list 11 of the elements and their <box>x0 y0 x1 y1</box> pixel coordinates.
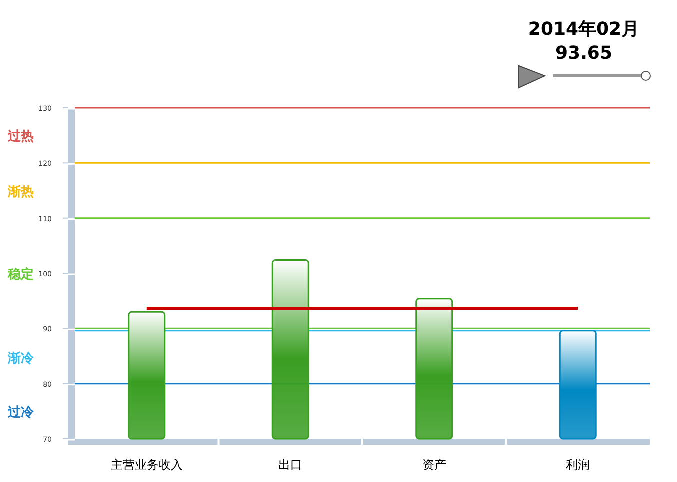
text: 稳定 <box>7 266 34 282</box>
x-tick-label: 出口 <box>278 458 303 472</box>
x-tick-label: 资产 <box>422 458 446 472</box>
text: 过热 <box>7 130 34 145</box>
chart-subtitle: 93.65 <box>556 43 612 64</box>
text: 渐热 <box>7 184 34 200</box>
text: 渐冷 <box>7 351 35 366</box>
x-tick-label: 主营业务收入 <box>110 458 183 472</box>
chart-title: 2014年02月 <box>528 19 640 40</box>
text: 过冷 <box>7 405 35 420</box>
x-tick-label: 利润 <box>566 458 590 472</box>
